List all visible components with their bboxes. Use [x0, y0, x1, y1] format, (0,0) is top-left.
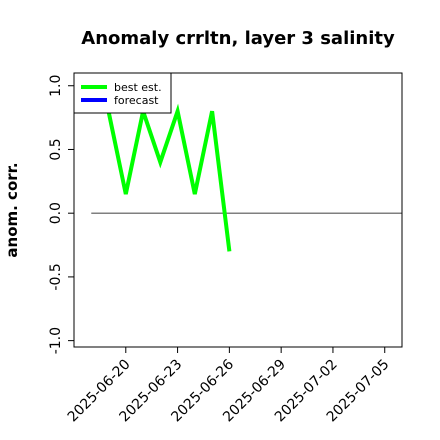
y-tick-label: 0.0	[48, 202, 64, 224]
series-line-0	[106, 103, 232, 252]
chart-title: Anomaly crrltn, layer 3 salinity	[81, 28, 395, 49]
plot-frame	[73, 72, 403, 348]
y-tick-label: 1.0	[48, 75, 64, 97]
y-tick-label: -1.0	[48, 327, 64, 354]
legend-label-1: forecast	[114, 94, 159, 107]
y-tick-label: 0.5	[48, 138, 64, 160]
y-axis-label: anom. corr.	[3, 162, 21, 257]
legend-label-0: best est.	[114, 81, 162, 94]
legend-box	[73, 72, 172, 114]
y-tick-label: -0.5	[48, 263, 64, 290]
